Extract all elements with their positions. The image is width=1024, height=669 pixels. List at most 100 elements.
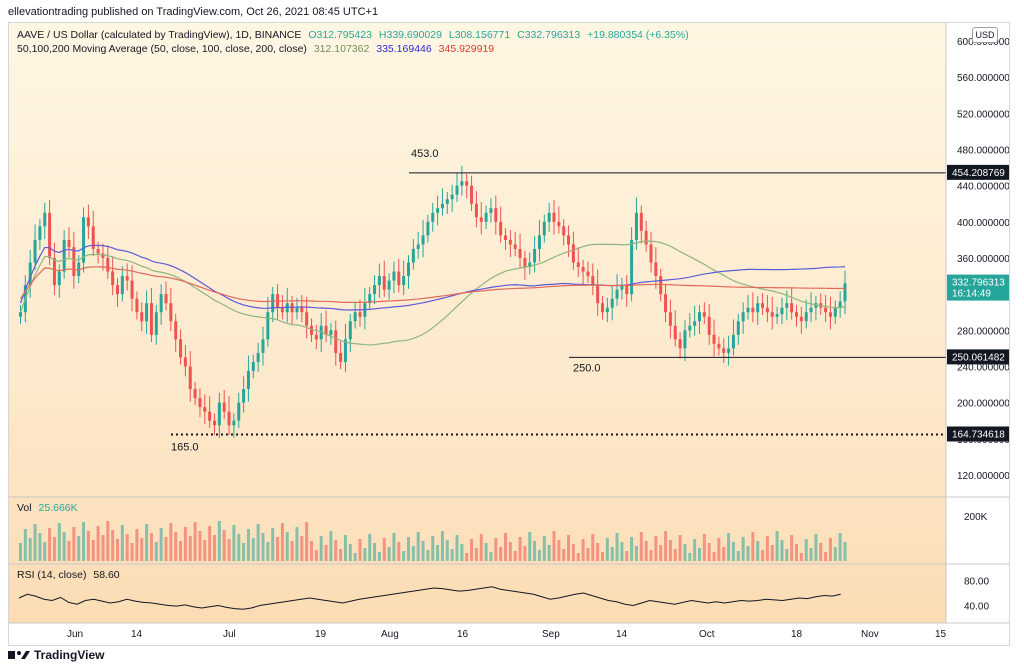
candle-body <box>280 307 284 313</box>
candle-body <box>479 217 483 222</box>
candle-body <box>43 212 47 227</box>
candle-body <box>508 239 512 245</box>
candle-body <box>86 217 90 227</box>
volume-bar <box>33 524 37 561</box>
tradingview-logo-icon <box>8 651 30 659</box>
time-tick-label: 15 <box>935 629 947 640</box>
legend-volume: Vol 25.666K <box>17 502 78 514</box>
candle-body <box>72 247 76 277</box>
time-tick-label: Jun <box>67 629 83 640</box>
candle-body <box>567 235 571 245</box>
candle-body <box>528 262 532 268</box>
volume-bar <box>348 544 352 561</box>
volume-bar <box>698 548 701 561</box>
candle-body <box>780 307 784 315</box>
volume-bar <box>562 549 566 561</box>
candle-body <box>809 307 813 313</box>
volume-bar <box>809 548 813 561</box>
candle-body <box>242 389 246 403</box>
candle-body <box>130 280 134 299</box>
volume-bar <box>668 540 672 561</box>
candle-body <box>504 235 507 240</box>
volume-bar <box>77 536 81 561</box>
annotation-low: 165.0 <box>171 441 199 453</box>
candle-body <box>48 212 52 258</box>
candle-body <box>576 262 580 268</box>
candle-body <box>770 312 774 317</box>
candle-body <box>731 334 735 349</box>
price-tick-label: 240.000000 <box>957 362 1009 373</box>
candle-body <box>605 307 609 313</box>
volume-bar <box>489 552 493 561</box>
volume-bar <box>145 524 149 561</box>
candle-body <box>581 267 585 272</box>
currency-button[interactable]: USD <box>972 27 998 43</box>
volume-bar <box>644 541 648 561</box>
tag-current: 332.796313 <box>952 278 1005 289</box>
candle-body <box>702 312 706 317</box>
candle-body <box>57 271 61 286</box>
tag-resistance: 454.208769 <box>952 168 1005 179</box>
candle-body <box>833 307 837 317</box>
volume-tick-label: 200K <box>964 512 988 523</box>
volume-bar <box>799 553 803 561</box>
candle-body <box>193 389 197 399</box>
candle-body <box>659 276 663 295</box>
candle-body <box>474 203 478 218</box>
candle-body <box>698 312 701 322</box>
candle-body <box>334 330 338 353</box>
volume-bar <box>251 538 255 561</box>
volume-bar <box>334 540 338 561</box>
volume-bar <box>804 539 808 561</box>
volume-bar <box>567 535 571 561</box>
volume-bar <box>474 548 478 561</box>
candle-body <box>683 330 687 349</box>
candle-body <box>392 271 396 281</box>
footer-brand[interactable]: TradingView <box>8 648 104 662</box>
candle-body <box>251 361 255 371</box>
volume-bar <box>707 543 711 561</box>
volume-bar <box>179 541 183 561</box>
volume-bar <box>756 541 760 561</box>
volume-bar <box>450 549 454 561</box>
publisher-line: ellevationtrading published on TradingVi… <box>8 6 379 18</box>
candle-body <box>227 411 231 426</box>
volume-bar <box>659 545 663 561</box>
volume-bar <box>780 540 784 561</box>
candle-body <box>154 312 158 335</box>
time-tick-label: 18 <box>791 629 803 640</box>
volume-bar <box>494 538 498 561</box>
candle-body <box>174 321 178 340</box>
candle-body <box>62 239 66 272</box>
candle-body <box>790 303 794 313</box>
candle-body <box>440 203 444 209</box>
volume-bar <box>615 533 619 561</box>
volume-bar <box>795 544 798 561</box>
candle-body <box>625 285 629 295</box>
volume-bar <box>731 542 735 561</box>
candle-body <box>368 294 372 304</box>
symbol-label: AAVE / US Dollar (calculated by TradingV… <box>17 29 302 41</box>
volume-bar <box>581 539 585 561</box>
candle-body <box>353 312 357 322</box>
candle-body <box>402 276 406 286</box>
candle-body <box>377 276 381 286</box>
candle-body <box>775 314 779 317</box>
candle-body <box>470 185 474 204</box>
candle-body <box>266 312 270 340</box>
time-tick-label: Sep <box>542 629 560 640</box>
candle-body <box>28 262 32 286</box>
candle-body <box>91 226 95 249</box>
candle-body <box>179 339 183 358</box>
candle-body <box>795 312 798 317</box>
price-tick-label: 360.000000 <box>957 254 1009 265</box>
candle-body <box>106 258 110 272</box>
candle-body <box>465 181 469 186</box>
volume-bar <box>305 522 309 561</box>
volume-bar <box>664 531 668 561</box>
rsi-tick-label: 40.00 <box>964 602 989 613</box>
candle-body <box>407 262 410 277</box>
volume-bar <box>72 527 76 561</box>
